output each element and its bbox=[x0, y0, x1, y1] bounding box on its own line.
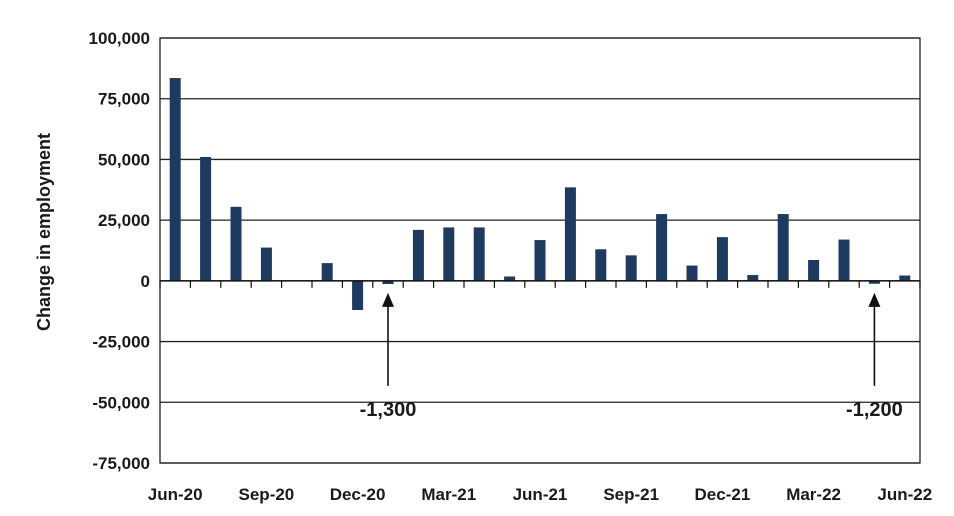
bar bbox=[230, 206, 242, 281]
x-tick-label: Dec-20 bbox=[330, 485, 386, 504]
bar bbox=[808, 259, 820, 281]
tick-labels: 100,000 75,000 50,000 25,000 0 -25,000 -50,000… bbox=[89, 29, 933, 504]
annotation-arrowhead bbox=[382, 292, 394, 307]
bar bbox=[777, 214, 789, 281]
y-tick-label: 100,000 bbox=[89, 29, 150, 48]
bars bbox=[169, 78, 911, 310]
x-tick-label: Sep-21 bbox=[603, 485, 659, 504]
bar bbox=[625, 255, 637, 281]
bar bbox=[747, 275, 759, 281]
y-tick-label: -50,000 bbox=[92, 393, 150, 412]
bar bbox=[534, 240, 546, 281]
annotation-label: -1,300 bbox=[360, 399, 417, 421]
annotation-arrowhead bbox=[868, 292, 881, 307]
plot-frame bbox=[159, 37, 921, 464]
x-tick-label: Mar-22 bbox=[786, 485, 841, 504]
bar bbox=[260, 247, 272, 281]
y-tick-label: 25,000 bbox=[98, 211, 150, 230]
annotations: -1,300 -1,200 bbox=[360, 292, 903, 421]
bar bbox=[382, 280, 394, 285]
bar bbox=[868, 280, 880, 284]
bar bbox=[564, 187, 576, 281]
x-tick-label: Jun-21 bbox=[513, 485, 568, 504]
x-tick-label: Jun-20 bbox=[148, 485, 203, 504]
bar bbox=[473, 227, 485, 281]
bar bbox=[686, 265, 698, 281]
bar bbox=[352, 280, 364, 310]
bar bbox=[412, 229, 424, 281]
x-tick-label: Sep-20 bbox=[239, 485, 295, 504]
y-tick-label: 50,000 bbox=[98, 150, 150, 169]
bar bbox=[200, 157, 212, 281]
x-tick-label: Dec-21 bbox=[695, 485, 751, 504]
y-tick-label: 75,000 bbox=[98, 90, 150, 109]
bar bbox=[899, 275, 911, 281]
x-tick-label: Mar-21 bbox=[421, 485, 476, 504]
y-axis-title: Change in employment bbox=[34, 133, 54, 331]
bar bbox=[656, 214, 668, 281]
bar bbox=[443, 227, 455, 281]
bar bbox=[716, 237, 728, 281]
bar bbox=[169, 78, 181, 281]
annotation-label: -1,200 bbox=[846, 399, 903, 421]
axes bbox=[159, 37, 921, 464]
x-tick-label: Jun-22 bbox=[877, 485, 932, 504]
bar bbox=[595, 249, 607, 281]
bar bbox=[838, 239, 850, 281]
y-tick-label: -75,000 bbox=[92, 454, 150, 473]
y-tick-label: 0 bbox=[141, 272, 150, 291]
bar bbox=[321, 263, 333, 281]
y-tick-label: -25,000 bbox=[92, 333, 150, 352]
bar bbox=[504, 276, 516, 281]
